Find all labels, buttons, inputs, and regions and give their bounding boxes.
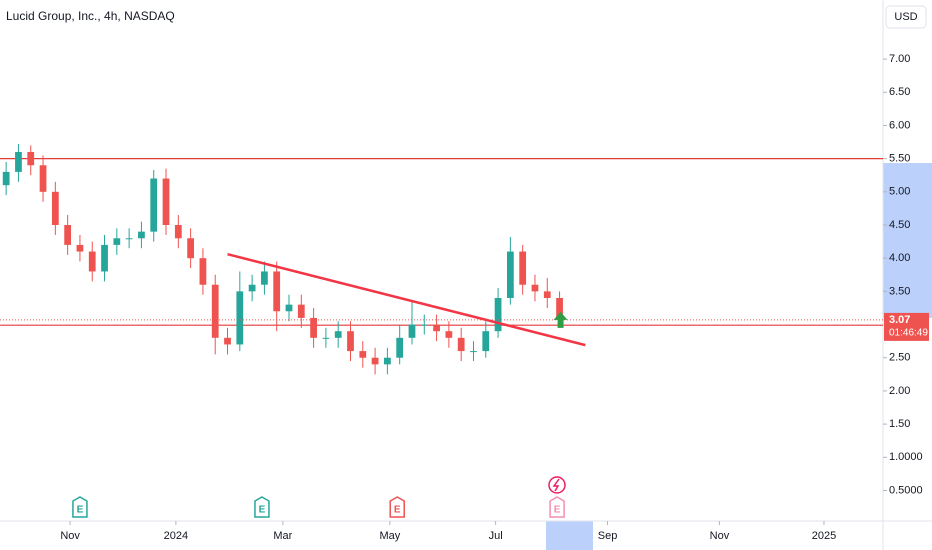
earnings-badge xyxy=(72,496,88,518)
currency-button[interactable] xyxy=(885,5,927,29)
candle-body xyxy=(506,251,514,298)
x-tick-label: Mar xyxy=(273,530,292,542)
candle-body xyxy=(162,178,170,225)
y-tick-label: 2.00 xyxy=(889,385,910,397)
time-range-highlight xyxy=(546,521,593,550)
candle-body xyxy=(347,331,354,352)
candle-body xyxy=(187,238,195,259)
earnings-flash xyxy=(548,476,566,494)
candle-body xyxy=(519,251,527,285)
x-tick-label: Sep xyxy=(598,530,618,542)
y-tick-label: 1.0000 xyxy=(889,451,923,463)
candle-body xyxy=(310,317,317,338)
candle-body xyxy=(51,191,59,225)
candle-body xyxy=(88,251,96,272)
x-tick-label: Nov xyxy=(60,530,80,542)
y-tick-label: 3.50 xyxy=(889,285,910,297)
candle-body xyxy=(556,297,563,320)
candle-body xyxy=(125,238,133,240)
y-tick-label: 4.00 xyxy=(889,252,910,264)
candle-body xyxy=(334,331,342,338)
candle-body xyxy=(39,165,47,192)
last-price-box xyxy=(884,312,929,341)
candle-body xyxy=(420,324,428,326)
y-tick-label: 1.50 xyxy=(889,418,910,430)
candle-body xyxy=(457,337,465,352)
y-tick-label: 6.50 xyxy=(889,86,910,98)
candle-body xyxy=(27,151,35,166)
chart-title: Lucid Group, Inc., 4h, NASDAQ xyxy=(6,9,175,23)
candle-body xyxy=(101,244,108,272)
candle-body xyxy=(297,304,305,318)
candle-body xyxy=(470,351,477,353)
candle-body xyxy=(359,351,367,358)
candle-body xyxy=(199,258,207,285)
candle-body xyxy=(211,284,219,338)
y-tick-label: 4.50 xyxy=(889,219,910,231)
candle-body xyxy=(433,324,440,332)
x-tick-label: Jul xyxy=(489,530,503,542)
candle-body xyxy=(15,151,22,172)
candle-body xyxy=(482,331,490,352)
earnings-badge xyxy=(254,496,270,518)
signal-arrow xyxy=(553,311,568,328)
candle-body xyxy=(543,291,551,298)
x-tick-label: Nov xyxy=(710,530,730,542)
y-tick-label: 5.50 xyxy=(889,153,910,165)
price-range-highlight xyxy=(883,163,932,318)
last-price-label: 3.07 xyxy=(889,314,910,326)
currency[interactable]: USD xyxy=(894,11,917,23)
candle-body xyxy=(384,357,391,365)
candle-body xyxy=(150,178,158,232)
candle-body xyxy=(138,231,145,239)
candle-body xyxy=(285,304,293,312)
candle-body xyxy=(64,224,72,245)
candle-body xyxy=(408,324,416,338)
earnings-label: E xyxy=(554,505,561,516)
candle-body xyxy=(371,357,379,365)
y-tick-label: 7.00 xyxy=(889,53,910,65)
candle-body xyxy=(531,284,539,292)
candle-body xyxy=(113,238,121,245)
candle-body xyxy=(494,297,502,332)
earnings-badge xyxy=(389,496,405,518)
candle-body xyxy=(76,244,84,252)
x-tick-label: 2025 xyxy=(812,530,836,542)
y-tick-label: 6.00 xyxy=(889,119,910,131)
candle-body xyxy=(445,331,453,338)
candle-body xyxy=(261,271,268,285)
earnings-label: E xyxy=(394,505,401,516)
earnings-label: E xyxy=(259,505,266,516)
y-tick-label: 0.5000 xyxy=(889,484,923,496)
candle-body xyxy=(248,284,256,292)
x-tick-label: May xyxy=(379,530,400,542)
y-tick-label: 2.50 xyxy=(889,352,910,364)
candle-body xyxy=(174,224,182,239)
candle-body xyxy=(236,291,244,345)
candle-body xyxy=(273,271,281,312)
candle-body xyxy=(2,171,10,186)
candle-body xyxy=(224,337,231,345)
candle-body xyxy=(322,337,330,339)
countdown: 01:46:49 xyxy=(889,328,928,339)
trendline xyxy=(227,252,586,347)
x-tick-label: 2024 xyxy=(164,530,188,542)
candle-body xyxy=(396,337,404,358)
earnings-label: E xyxy=(77,505,84,516)
earnings-badge xyxy=(549,496,565,518)
y-tick-label: 5.00 xyxy=(889,186,910,198)
